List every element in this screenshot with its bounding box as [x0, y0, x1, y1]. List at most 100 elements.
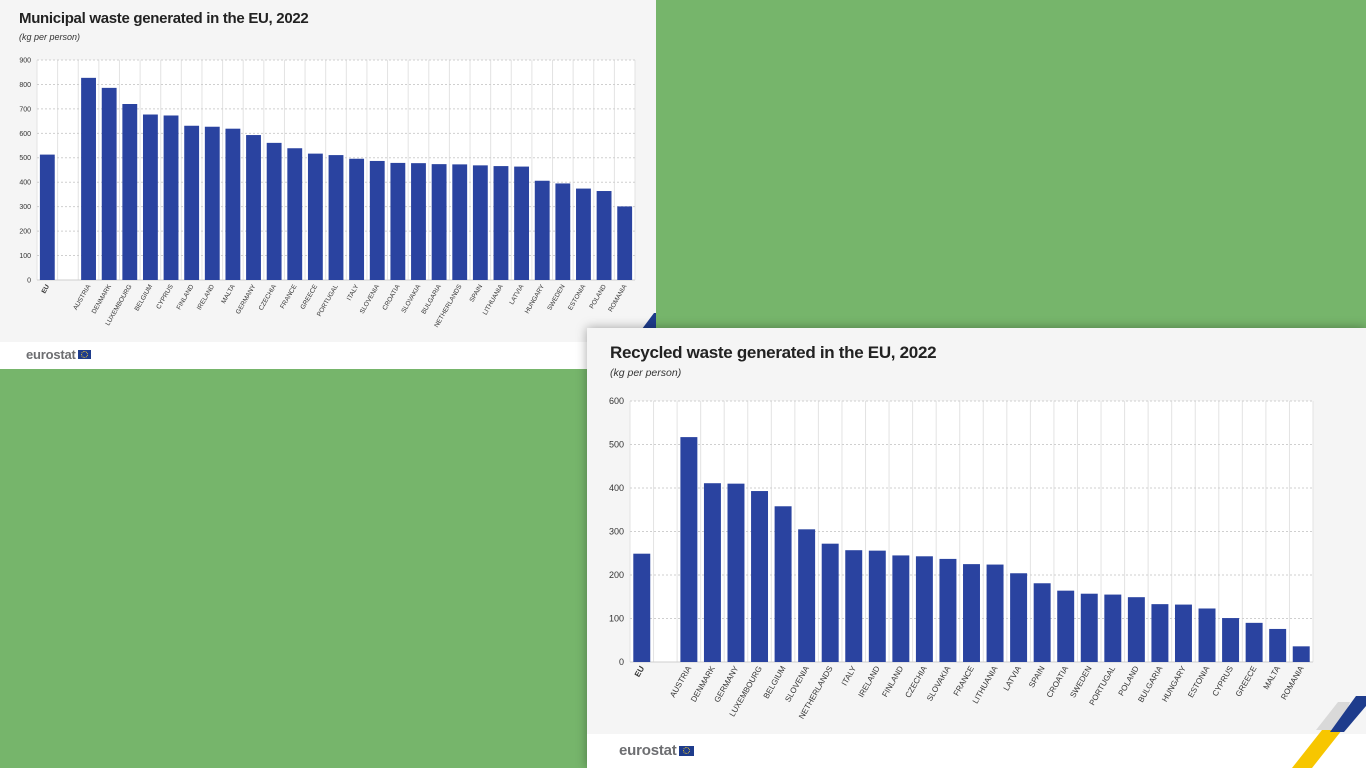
y-tick-label: 300 [19, 204, 31, 211]
x-tick-label: CZECHIA [258, 283, 279, 312]
x-tick-label: IRELAND [857, 664, 882, 699]
y-tick-label: 800 [19, 82, 31, 89]
bar-portugal [328, 155, 344, 280]
bar-romania [1292, 646, 1310, 662]
x-tick-label: CZECHIA [903, 664, 929, 699]
x-tick-label: PORTUGAL [316, 283, 340, 318]
y-tick-label: 900 [19, 57, 31, 64]
y-tick-label: 600 [19, 131, 31, 138]
x-tick-label: ESTONIA [1186, 664, 1212, 699]
y-tick-label: 100 [609, 614, 624, 624]
x-tick-label: CYPRUS [1211, 665, 1235, 698]
bar-belgium [142, 114, 158, 280]
chart-footer [0, 342, 656, 369]
bar-poland [1127, 597, 1145, 662]
x-tick-label: GERMANY [235, 283, 258, 316]
bar-romania [617, 206, 633, 280]
bar-greece [1245, 622, 1263, 662]
bar-croatia [390, 162, 406, 280]
chart-subtitle: (kg per person) [19, 32, 81, 42]
bar-cyprus [163, 115, 179, 280]
y-tick-label: 600 [609, 396, 624, 406]
x-tick-label: SLOVENIA [359, 283, 382, 315]
bar-hungary [1174, 604, 1192, 662]
x-tick-label: SWEDEN [1068, 664, 1093, 699]
y-tick-label: 0 [619, 657, 624, 667]
x-tick-label: CROATIA [381, 283, 402, 312]
bar-lithuania [986, 564, 1004, 662]
bar-bulgaria [1151, 604, 1169, 662]
x-tick-label: LITHUANIA [482, 283, 505, 316]
x-tick-label: ITALY [840, 664, 859, 687]
bar-latvia [514, 166, 530, 280]
bar-portugal [1104, 594, 1122, 662]
bar-estonia [1198, 608, 1216, 662]
bar-poland [596, 191, 612, 280]
chart-subtitle: (kg per person) [610, 367, 682, 379]
bar-ireland [204, 126, 220, 280]
x-tick-label: DENMARK [91, 283, 114, 315]
x-tick-label: SLOVAKIA [400, 283, 422, 315]
bar-eu [633, 553, 651, 662]
bar-denmark [101, 87, 117, 280]
bar-france [963, 564, 980, 662]
x-tick-label: MALTA [1262, 664, 1283, 691]
x-tick-label: CYPRUS [155, 283, 175, 311]
bar-sweden [555, 183, 571, 280]
bar-cyprus [1222, 618, 1240, 662]
x-tick-label: HUNGARY [1160, 664, 1188, 704]
y-tick-label: 300 [609, 527, 624, 537]
eu-flag-icon [77, 350, 91, 359]
municipal-waste-bar-chart: 0 100 200 300 400 500 600 700 800 900 EU AUSTRIADEN… [19, 57, 636, 329]
chart-footer [587, 734, 1366, 768]
x-tick-label: FINLAND [176, 283, 196, 311]
bar-ireland [868, 550, 886, 662]
bar-estonia [576, 188, 591, 280]
bar-france [287, 148, 303, 280]
bar-malta [225, 128, 241, 280]
bar-italy [349, 158, 365, 280]
bar-germany [246, 135, 261, 280]
bar-croatia [1057, 590, 1075, 662]
bar-lithuania [493, 166, 509, 280]
x-tick-label: ITALY [346, 283, 361, 302]
x-tick-label: EU [633, 664, 646, 678]
bar-czechia [915, 556, 933, 662]
x-tick-label: BELGIUM [134, 284, 155, 313]
bar-eu [39, 154, 55, 280]
y-tick-label: 700 [19, 106, 31, 113]
bar-austria [680, 437, 698, 662]
chart-title: Municipal waste generated in the EU, 202… [19, 10, 309, 27]
bar-malta [1269, 628, 1287, 662]
x-tick-label: MALTA [220, 283, 237, 305]
bar-austria [81, 77, 96, 280]
y-tick-label: 400 [19, 180, 31, 187]
bar-czechia [266, 142, 282, 280]
recycled-waste-chart-panel: Recycled waste generated in the EU, 2022… [587, 328, 1366, 768]
y-tick-label: 100 [19, 253, 31, 260]
x-tick-label: SPAIN [469, 283, 485, 303]
eurostat-logo-text: eurostat [26, 347, 76, 362]
eu-flag-icon [678, 745, 694, 756]
x-tick-label: AUSTRIA [668, 664, 693, 699]
bar-latvia [1010, 573, 1028, 662]
chart-title: Recycled waste generated in the EU, 2022 [610, 343, 937, 362]
y-tick-label: 0 [27, 277, 31, 284]
bar-netherlands [821, 543, 839, 662]
bar-belgium [774, 506, 792, 662]
bar-luxembourg [122, 104, 138, 280]
x-tick-label: EU [41, 283, 52, 295]
bar-bulgaria [431, 164, 447, 280]
x-tick-label: FINLAND [880, 664, 905, 698]
x-tick-label: HUNGARY [524, 283, 547, 315]
bar-sweden [1080, 593, 1098, 662]
bar-slovakia [939, 558, 957, 662]
bar-italy [845, 550, 863, 662]
municipal-waste-chart-panel: Municipal waste generated in the EU, 202… [0, 0, 656, 369]
y-tick-label: 200 [609, 570, 624, 580]
bar-luxembourg [751, 491, 769, 662]
y-tick-label: 200 [19, 229, 31, 236]
x-tick-label: FRANCE [952, 665, 976, 698]
bar-slovenia [369, 160, 385, 280]
